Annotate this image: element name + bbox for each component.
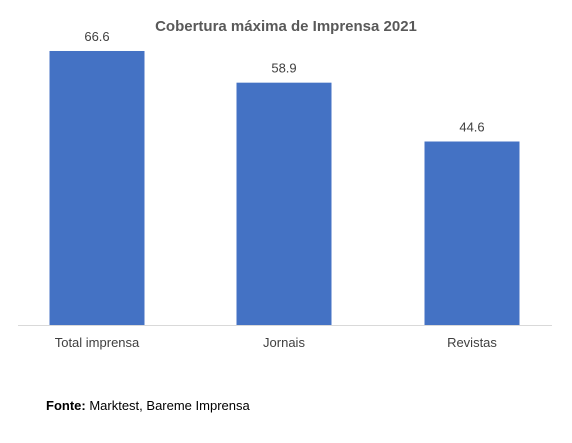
data-label: 58.9 [271,61,296,76]
bar-revistas [424,141,520,325]
source-text: Marktest, Bareme Imprensa [85,398,250,413]
bar-total-imprensa [49,50,145,325]
source-label: Fonte: [46,398,86,413]
bars-layer [49,50,520,325]
category-tick-label: Jornais [263,335,305,350]
category-tick-label: Total imprensa [55,335,140,350]
data-label: 66.6 [84,29,109,44]
source-note: Fonte: Marktest, Bareme Imprensa [46,398,250,413]
labels-layer: 66.6 Total imprensa 58.9 Jornais 44.6 Revista… [55,29,498,350]
data-label: 44.6 [459,120,484,135]
chart-title: Cobertura máxima de Imprensa 2021 [155,18,417,35]
bar-jornais [236,82,332,325]
category-tick-label: Revistas [447,335,497,350]
